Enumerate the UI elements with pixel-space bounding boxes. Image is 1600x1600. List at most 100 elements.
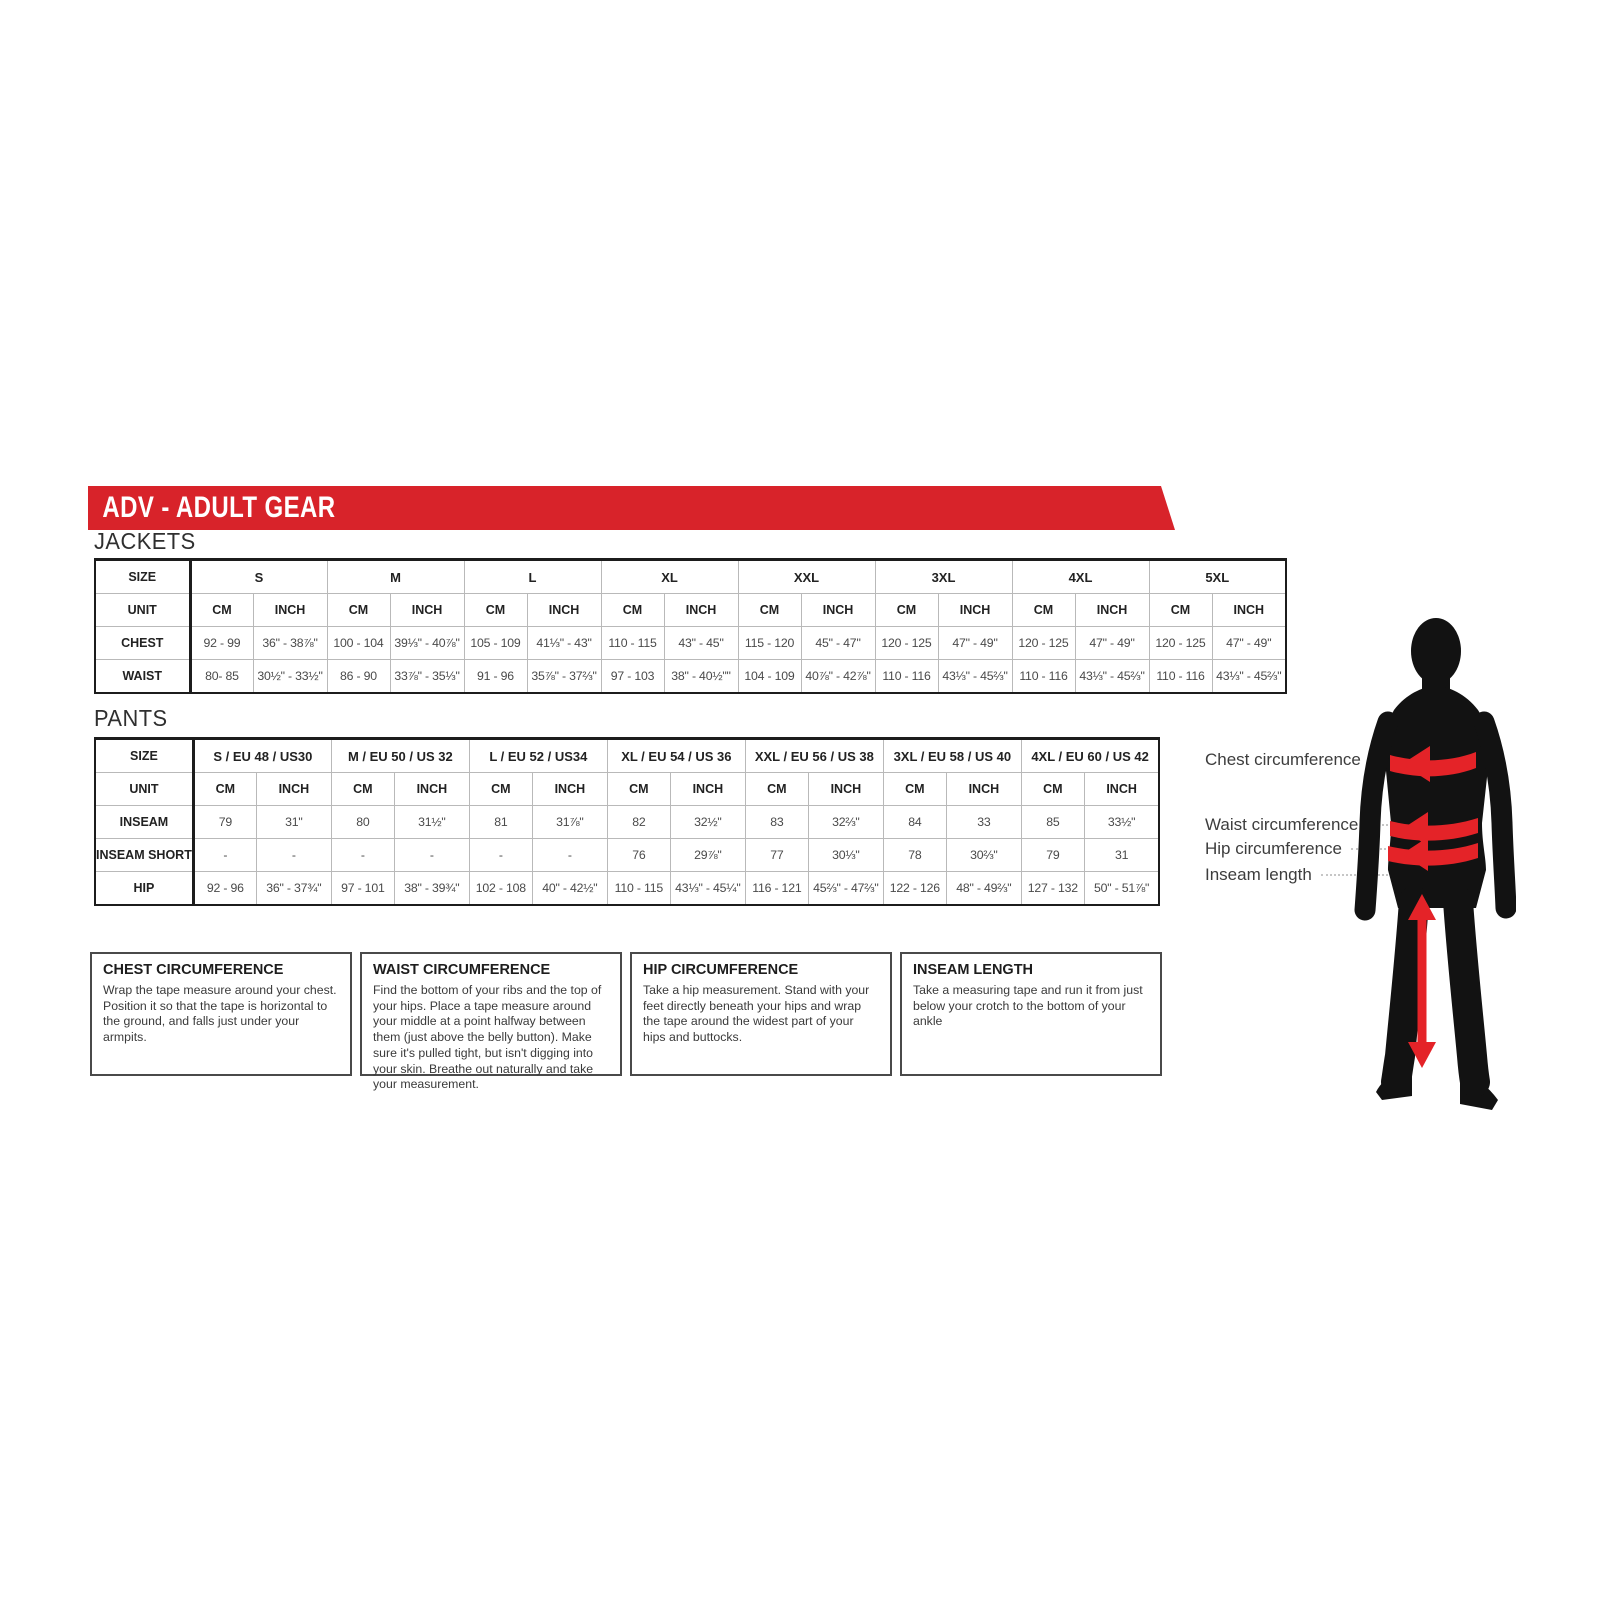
info-box-waist: WAIST CIRCUMFERENCE Find the bottom of y… xyxy=(360,952,622,1091)
jackets-unit-inch: INCH xyxy=(389,593,465,627)
pants-size-header: XXL / EU 56 / US 38 xyxy=(744,738,884,773)
inseam-arrowhead-top xyxy=(1408,894,1436,920)
jackets-size-header: 4XL xyxy=(1011,559,1150,594)
jackets-value-cm: 115 - 120 xyxy=(737,626,802,660)
jackets-unit-inch: INCH xyxy=(937,593,1013,627)
pants-value-inch: 29⅞" xyxy=(669,838,746,872)
pants-unit-inch: INCH xyxy=(1083,772,1160,806)
pants-row-label: INSEAM SHORT xyxy=(94,838,195,872)
jackets-unit-cm: CM xyxy=(326,593,391,627)
pants-value-cm: 83 xyxy=(744,805,809,839)
jackets-value-cm: 100 - 104 xyxy=(326,626,391,660)
jackets-unit-cm: CM xyxy=(463,593,528,627)
jackets-value-inch: 43⅓" - 45⅔" xyxy=(937,659,1013,694)
pants-unit-cm: CM xyxy=(192,772,257,806)
hip-arrowhead xyxy=(1402,837,1428,871)
pants-row-label: UNIT xyxy=(94,772,195,806)
pants-value-inch: 40" - 42½" xyxy=(531,871,608,906)
jackets-value-inch: 36" - 38⅞" xyxy=(252,626,328,660)
jackets-value-inch: 47" - 49" xyxy=(937,626,1013,660)
pants-value-inch: 31 xyxy=(1083,838,1160,872)
jackets-heading: JACKETS xyxy=(94,528,196,554)
figure-label-text: Inseam length xyxy=(1205,865,1312,884)
jackets-value-cm: 91 - 96 xyxy=(463,659,528,694)
pants-value-cm: 81 xyxy=(468,805,533,839)
jackets-unit-inch: INCH xyxy=(526,593,602,627)
pants-value-cm: - xyxy=(468,838,533,872)
pants-unit-inch: INCH xyxy=(945,772,1022,806)
pants-value-inch: 43⅓" - 45¼" xyxy=(669,871,746,906)
jackets-value-inch: 47" - 49" xyxy=(1211,626,1287,660)
jackets-value-inch: 33⅞" - 35⅓" xyxy=(389,659,465,694)
jackets-unit-cm: CM xyxy=(189,593,254,627)
jackets-value-inch: 43⅓" - 45⅔" xyxy=(1211,659,1287,694)
pants-value-inch: 45⅔" - 47⅔" xyxy=(807,871,884,906)
pants-value-inch: 32⅔" xyxy=(807,805,884,839)
pants-value-inch: - xyxy=(393,838,470,872)
jackets-size-header: S xyxy=(189,559,328,594)
pants-value-cm: 80 xyxy=(330,805,395,839)
jackets-grid: SIZE S M L XL XXL 3XL 4XL 5XL UNIT CM INCH CM INCH CM I… xyxy=(94,558,1287,694)
pants-unit-inch: INCH xyxy=(531,772,608,806)
jackets-value-inch: 43" - 45" xyxy=(663,626,739,660)
figure-label-text: Hip circumference xyxy=(1205,839,1342,858)
jackets-value-cm: 110 - 116 xyxy=(1011,659,1076,694)
pants-unit-cm: CM xyxy=(744,772,809,806)
pants-unit-inch: INCH xyxy=(255,772,332,806)
jackets-row-label: CHEST xyxy=(94,626,192,660)
pants-value-cm: 85 xyxy=(1020,805,1085,839)
pants-unit-inch: INCH xyxy=(669,772,746,806)
jackets-size-header: L xyxy=(463,559,602,594)
body-silhouette-icon xyxy=(1354,618,1517,1110)
pants-value-cm: 110 - 115 xyxy=(606,871,671,906)
pants-value-cm: 84 xyxy=(882,805,947,839)
inseam-arrowhead-bottom xyxy=(1408,1042,1436,1068)
pants-unit-cm: CM xyxy=(606,772,671,806)
pants-heading: PANTS xyxy=(94,705,168,731)
pants-unit-cm: CM xyxy=(1020,772,1085,806)
jackets-value-cm: 104 - 109 xyxy=(737,659,802,694)
pants-value-cm: 116 - 121 xyxy=(744,871,809,906)
jackets-unit-inch: INCH xyxy=(1074,593,1150,627)
jackets-value-cm: 110 - 115 xyxy=(600,626,665,660)
pants-value-cm: 127 - 132 xyxy=(1020,871,1085,906)
pants-value-inch: 30⅓" xyxy=(807,838,884,872)
jackets-value-cm: 110 - 116 xyxy=(874,659,939,694)
info-box-inseam: INSEAM LENGTH Take a measuring tape and … xyxy=(900,952,1162,1076)
pants-value-inch: - xyxy=(531,838,608,872)
jackets-size-header: M xyxy=(326,559,465,594)
info-box-title: HIP CIRCUMFERENCE xyxy=(643,962,799,978)
pants-value-cm: - xyxy=(192,838,257,872)
jackets-value-cm: 80- 85 xyxy=(189,659,254,694)
pants-value-cm: 122 - 126 xyxy=(882,871,947,906)
pants-size-header: XL / EU 54 / US 36 xyxy=(606,738,746,773)
pants-value-cm: 92 - 96 xyxy=(192,871,257,906)
jackets-row-label: WAIST xyxy=(94,659,192,694)
jackets-value-inch: 39⅓" - 40⅞" xyxy=(389,626,465,660)
info-box-chest: CHEST CIRCUMFERENCE Wrap the tape measur… xyxy=(90,952,352,1076)
jackets-value-cm: 86 - 90 xyxy=(326,659,391,694)
pants-value-inch: 31⅞" xyxy=(531,805,608,839)
pants-size-header: 3XL / EU 58 / US 40 xyxy=(882,738,1022,773)
info-box-title: CHEST CIRCUMFERENCE xyxy=(103,962,284,978)
jackets-value-cm: 120 - 125 xyxy=(1011,626,1076,660)
pants-value-cm: 102 - 108 xyxy=(468,871,533,906)
pants-size-header: 4XL / EU 60 / US 42 xyxy=(1020,738,1160,773)
pants-value-inch: 50" - 51⅞" xyxy=(1083,871,1160,906)
pants-value-inch: 36" - 37¾" xyxy=(255,871,332,906)
info-box-body: Find the bottom of your ribs and the top… xyxy=(373,983,602,1092)
chest-arrowhead xyxy=(1402,746,1430,782)
pants-value-inch: 33 xyxy=(945,805,1022,839)
hip-arrow xyxy=(1388,843,1478,866)
info-box-body: Take a hip measurement. Stand with your … xyxy=(643,983,870,1045)
pants-value-cm: - xyxy=(330,838,395,872)
info-box-title: WAIST CIRCUMFERENCE xyxy=(373,962,551,978)
pants-value-cm: 82 xyxy=(606,805,671,839)
waist-arrowhead xyxy=(1402,812,1428,846)
pants-value-inch: 38" - 39¾" xyxy=(393,871,470,906)
pants-value-cm: 79 xyxy=(1020,838,1085,872)
figure-left-leg xyxy=(1381,886,1429,1097)
jackets-value-inch: 38" - 40½"" xyxy=(663,659,739,694)
pants-unit-inch: INCH xyxy=(393,772,470,806)
figure-label-text: Chest circumference xyxy=(1205,750,1361,769)
